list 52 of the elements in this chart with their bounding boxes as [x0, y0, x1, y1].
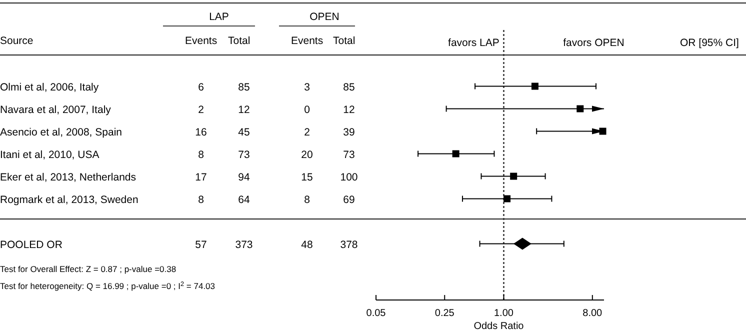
text: LAP: [209, 11, 229, 23]
data-label: 100: [340, 171, 358, 184]
y-tick-label: Eker et al, 2013, Netherlands: [0, 171, 136, 184]
x-tick-label: 0.05: [366, 308, 386, 319]
x-tick-label: 0.25: [434, 308, 455, 319]
data-label: 73: [238, 148, 250, 161]
data-label: 12: [343, 104, 355, 116]
text: OPEN: [310, 11, 340, 23]
data-label: 45: [238, 126, 250, 138]
data-label: 85: [343, 81, 355, 94]
data-label: 373: [235, 238, 253, 251]
annotation: favors LAP: [448, 37, 500, 49]
data-label: 17: [195, 171, 207, 184]
x-tick-label: 1.00: [494, 308, 514, 319]
data-label: 8: [304, 194, 310, 206]
data-label: 0: [304, 104, 310, 116]
x-tick-label: Total: [228, 35, 250, 47]
y-axis-title: Source: [0, 35, 34, 47]
data-label: 2: [304, 126, 310, 138]
data-label: 12: [238, 104, 250, 116]
data-label: 64: [238, 194, 250, 206]
data-label: 48: [301, 238, 313, 251]
y-tick-label: POOLED OR: [0, 238, 63, 251]
x-tick-label: Total: [333, 35, 356, 47]
y-tick-label: Olmi et al, 2006, Italy: [0, 81, 100, 94]
text: OR [95% CI]: [680, 37, 740, 49]
y-tick-label: Itani et al, 2010, USA: [0, 148, 100, 161]
y-tick-label: Navara et al, 2007, Italy: [0, 104, 112, 116]
x-axis-title: Odds Ratio: [474, 321, 524, 332]
x-tick-label: Events: [291, 35, 324, 47]
data-label: 15: [301, 171, 313, 184]
data-label: 378: [340, 238, 358, 251]
text: Test for Overall Effect: Z = 0.87 ; p-value =0.38: [0, 264, 176, 274]
y-tick-label: Asencio et al, 2008, Spain: [0, 126, 122, 138]
data-label: 69: [343, 194, 355, 206]
data-label: 3: [304, 81, 310, 94]
data-label: 8: [198, 148, 204, 161]
y-tick-label: Rogmark et al, 2013, Sweden: [0, 194, 138, 206]
data-label: 20: [301, 148, 313, 161]
data-label: 94: [238, 171, 250, 184]
x-tick-label: Events: [185, 35, 218, 47]
annotation: favors OPEN: [563, 37, 624, 49]
data-label: 39: [343, 126, 355, 138]
data-label: 6: [198, 81, 204, 94]
data-label: 16: [195, 126, 207, 138]
text: Test for heterogeneity: Q = 16.99 ; p-value =0 ; I$^{2}$ = 74.03: [0, 280, 216, 291]
data-label: 8: [198, 194, 204, 206]
data-label: 2: [198, 104, 204, 116]
data-label: 73: [343, 148, 355, 161]
data-label: 57: [195, 238, 207, 251]
data-label: 85: [238, 81, 250, 94]
x-tick-label: 8.00: [582, 308, 603, 319]
